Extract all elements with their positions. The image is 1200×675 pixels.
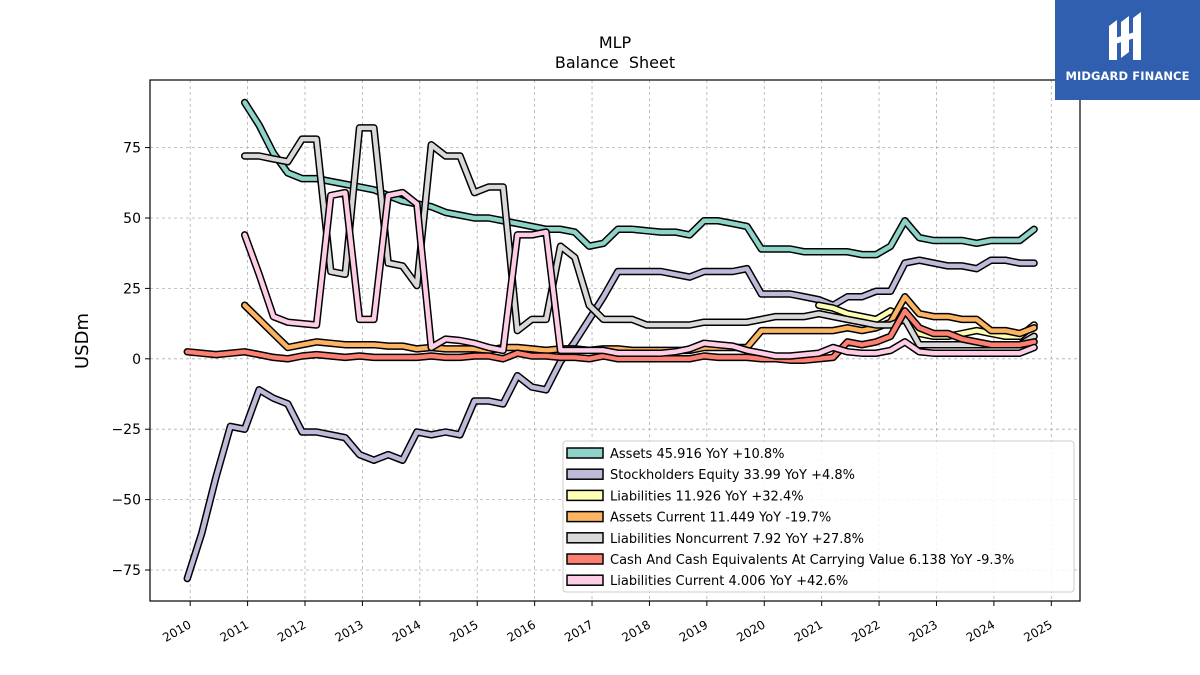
x-tick-label: 2024 [964, 617, 997, 644]
y-tick-label: 50 [123, 211, 141, 227]
legend-swatch [566, 468, 604, 480]
y-tick-label: −50 [111, 493, 141, 509]
plot-frame [149, 79, 1081, 602]
legend-label: Liabilities Noncurrent 7.92 YoY +27.8% [610, 532, 864, 547]
legend-swatch [566, 489, 604, 502]
y-axis-label: USDm [72, 313, 93, 369]
series-line-liabilities [816, 303, 1037, 339]
x-tick-label: 2018 [619, 617, 652, 644]
y-tick-label: 0 [132, 352, 141, 368]
series-line-stockholders-equity [185, 257, 1037, 581]
x-tick-label: 2023 [907, 617, 940, 644]
x-tick-label: 2012 [275, 617, 308, 644]
series-line-cash-and-cash-equivalents-at-carrying-value [185, 308, 1037, 363]
x-tick-label: 2021 [792, 617, 825, 644]
legend-label: Stockholders Equity 33.99 YoY +4.8% [610, 468, 855, 483]
legend-swatch [566, 553, 604, 565]
y-tick-label: −75 [111, 563, 141, 579]
y-tick-label: 25 [123, 281, 141, 297]
chart-title: MLP [599, 33, 632, 52]
x-tick-label: 2025 [1021, 617, 1054, 644]
brand-logo: MIDGARD FINANCE [1055, 0, 1200, 100]
legend-label: Liabilities Current 4.006 YoY +42.6% [610, 574, 848, 589]
logo-mark-icon [1109, 12, 1141, 60]
x-tick-label: 2013 [332, 617, 365, 644]
legend-label: Liabilities 11.926 YoY +32.4% [610, 489, 804, 504]
x-axis: 2010 2011 2012 2013 2014 2015 2016 2017 2018 2019… [160, 601, 1055, 645]
legend-label: Assets 45.916 YoY +10.8% [610, 447, 785, 462]
logo-brand-text: MIDGARD FINANCE [1065, 69, 1190, 83]
x-tick-label: 2014 [390, 617, 423, 644]
series-line-assets [242, 100, 1037, 257]
legend: Assets 45.916 YoY +10.8% Stockholders Equ… [562, 440, 1075, 593]
legend-box [562, 440, 1075, 593]
y-tick-label: 75 [123, 141, 141, 157]
x-tick-label: 2017 [562, 617, 595, 644]
legend-swatch [566, 532, 604, 544]
series-line-liabilities-current [242, 190, 1037, 359]
legend-swatch [566, 447, 604, 459]
x-tick-label: 2019 [677, 617, 710, 644]
x-tick-label: 2010 [160, 617, 193, 644]
series-layer [183, 98, 1038, 583]
x-tick-label: 2022 [849, 617, 882, 644]
y-axis: −75 −50 −25 0 25 50 75 [111, 141, 150, 579]
legend-label: Assets Current 11.449 YoY -19.7% [610, 511, 831, 526]
y-tick-label: −25 [111, 422, 141, 438]
legend-swatch [566, 574, 604, 586]
chart-subtitle: Balance Sheet [555, 53, 675, 72]
x-tick-label: 2020 [734, 617, 767, 644]
x-tick-label: 2011 [218, 617, 251, 644]
legend-swatch [566, 510, 604, 523]
x-tick-label: 2016 [505, 617, 538, 644]
x-tick-label: 2015 [447, 617, 480, 644]
legend-label: Cash And Cash Equivalents At Carrying Va… [610, 553, 1014, 568]
